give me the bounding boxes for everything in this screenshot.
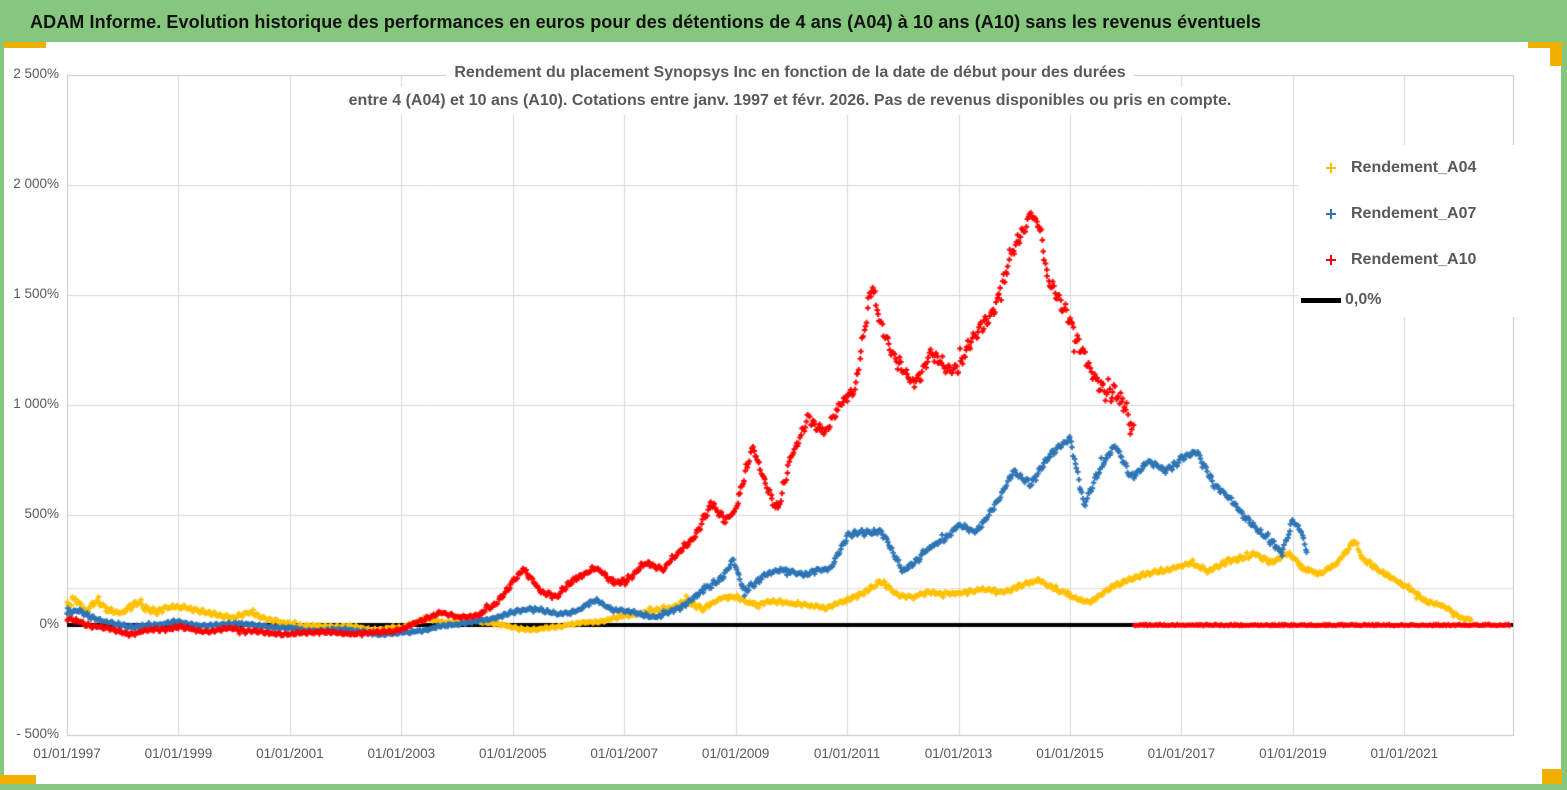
x-tick-label: 01/01/2007 xyxy=(590,746,658,761)
legend-item-rendement-a10[interactable]: Rendement_A10 xyxy=(1299,237,1523,283)
x-tick-label: 01/01/2017 xyxy=(1147,746,1216,761)
line-marker-icon xyxy=(1301,297,1341,303)
x-tick-label: 01/01/2005 xyxy=(478,746,547,761)
chart-legend: Rendement_A04 Rendement_A07 Rendement_A1… xyxy=(1299,145,1523,317)
legend-item-rendement-a04[interactable]: Rendement_A04 xyxy=(1299,145,1523,191)
y-tick-label: 0% xyxy=(39,616,59,631)
x-tick-label: 01/01/2011 xyxy=(813,746,881,761)
x-tick-label: 01/01/1997 xyxy=(33,746,101,761)
x-tick-label: 01/01/2003 xyxy=(367,746,436,761)
legend-label: Rendement_A10 xyxy=(1351,251,1477,268)
header-title: ADAM Informe. Evolution historique des p… xyxy=(30,12,1262,32)
accent-top-right-v xyxy=(1550,42,1562,66)
chart-title-line-1: Rendement du placement Synopsys Inc en f… xyxy=(446,59,1134,87)
x-tick-label: 01/01/2009 xyxy=(701,746,770,761)
legend-item-zero-line[interactable]: 0,0% xyxy=(1299,283,1523,317)
accent-bottom-right xyxy=(1542,769,1562,784)
accent-bottom-left xyxy=(0,775,36,784)
x-tick-label: 01/01/1999 xyxy=(144,746,213,761)
y-tick-label: 2 000% xyxy=(13,176,59,191)
border-right xyxy=(1561,0,1567,790)
chart-title-line-2: entre 4 (A04) et 10 ans (A10). Cotations… xyxy=(340,87,1240,115)
chart-title: Rendement du placement Synopsys Inc en f… xyxy=(67,59,1513,115)
accent-top-left xyxy=(4,42,46,48)
accent-top-right-h xyxy=(1528,42,1562,48)
legend-label: 0,0% xyxy=(1345,291,1382,308)
y-tick-label: 2 500% xyxy=(13,66,59,81)
header-bar: ADAM Informe. Evolution historique des p… xyxy=(0,0,1567,42)
x-tick-label: 01/01/2019 xyxy=(1259,746,1327,761)
border-bottom xyxy=(0,784,1567,790)
plus-marker-icon xyxy=(1325,254,1337,266)
y-tick-label: 1 500% xyxy=(13,286,59,301)
plus-marker-icon xyxy=(1325,208,1337,220)
x-tick-label: 01/01/2015 xyxy=(1036,746,1104,761)
border-left xyxy=(0,0,4,790)
y-tick-label: 1 000% xyxy=(13,396,59,411)
x-tick-label: 01/01/2021 xyxy=(1370,746,1439,761)
x-tick-label: 01/01/2013 xyxy=(924,746,993,761)
legend-label: Rendement_A04 xyxy=(1351,159,1477,176)
y-tick-label: - 500% xyxy=(16,726,59,741)
x-tick-label: 01/01/2001 xyxy=(256,746,324,761)
plus-marker-icon xyxy=(1325,162,1337,174)
y-tick-label: 500% xyxy=(24,506,59,521)
legend-label: Rendement_A07 xyxy=(1351,205,1477,222)
legend-item-rendement-a07[interactable]: Rendement_A07 xyxy=(1299,191,1523,237)
